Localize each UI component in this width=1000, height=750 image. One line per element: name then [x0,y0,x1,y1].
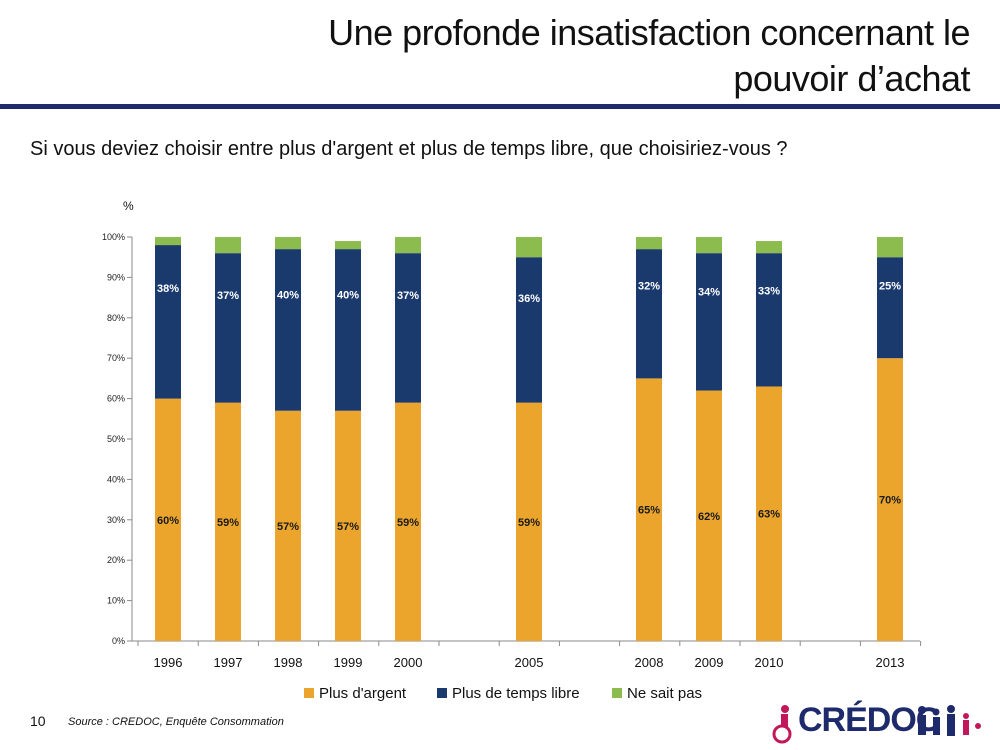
x-tick-label: 2005 [515,655,544,670]
x-tick-label: 1999 [334,655,363,670]
data-label: 32% [638,280,660,292]
y-tick-label: 20% [107,555,125,565]
title-divider [0,104,1000,109]
bar-argent [696,390,722,641]
data-label: 59% [217,517,239,529]
x-tick-label: 2013 [876,655,905,670]
bar-ne-sait-pas [877,237,903,258]
data-label: 65% [638,505,660,517]
source-note: Source : CREDOC, Enquête Consommation [68,716,284,728]
bar-ne-sait-pas [335,241,361,250]
bar-temps-libre [395,253,421,403]
data-label: 60% [157,515,179,527]
survey-question: Si vous deviez choisir entre plus d'arge… [30,138,788,160]
legend-label: Plus d'argent [319,685,407,702]
logo-wordmark: CRÉDOC [798,701,940,739]
bar-temps-libre [636,249,662,379]
bar-ne-sait-pas [395,237,421,254]
x-tick-label: 1996 [154,655,183,670]
legend-swatch [304,688,314,698]
data-label: 57% [277,521,299,533]
bar-argent [335,410,361,641]
data-label: 37% [217,290,239,302]
bar-temps-libre [516,257,542,403]
x-tick-label: 2008 [635,655,664,670]
legend-label: Plus de temps libre [452,685,580,702]
x-tick-label: 2000 [394,655,423,670]
x-tick-label: 1998 [274,655,303,670]
data-label: 37% [397,290,419,302]
bar-temps-libre [696,253,722,391]
bar-argent [877,358,903,641]
data-label: 62% [698,511,720,523]
credoc-logo: CRÉDOC [768,700,988,744]
bar-temps-libre [756,253,782,387]
y-tick-label: 100% [102,232,125,242]
bar-ne-sait-pas [215,237,241,254]
data-label: 70% [879,495,901,507]
bar-ne-sait-pas [756,241,782,254]
y-tick-label: 90% [107,272,125,282]
data-label: 25% [879,280,901,292]
bar-temps-libre [275,249,301,411]
slide-title: Une profonde insatisfaction concernant l… [328,12,970,99]
bar-temps-libre [215,253,241,403]
legend-label: Ne sait pas [627,685,702,702]
bar-ne-sait-pas [636,237,662,250]
data-label: 59% [397,517,419,529]
y-tick-label: 10% [107,596,125,606]
bar-argent [215,402,241,641]
page-number: 10 [30,713,46,729]
data-label: 40% [337,289,359,301]
family-figures-icon [918,705,981,736]
x-tick-label: 1997 [214,655,243,670]
data-label: 38% [157,283,179,295]
bar-argent [275,410,301,641]
bar-temps-libre [155,245,181,399]
data-label: 63% [758,509,780,521]
y-tick-label: 0% [112,636,125,646]
data-label: 36% [518,293,540,305]
y-tick-label: 70% [107,353,125,363]
data-label: 59% [518,517,540,529]
y-tick-label: 40% [107,474,125,484]
bar-argent [155,398,181,641]
x-tick-label: 2009 [695,655,724,670]
bar-ne-sait-pas [155,237,181,246]
bar-temps-libre [877,257,903,359]
bar-ne-sait-pas [516,237,542,258]
data-label: 33% [758,285,780,297]
bar-argent [756,386,782,641]
bar-argent [395,402,421,641]
y-tick-label: 80% [107,313,125,323]
bar-argent [516,402,542,641]
bar-argent [636,378,662,641]
legend-swatch [437,688,447,698]
y-tick-label: 50% [107,434,125,444]
wheelchair-figure-icon [772,705,792,744]
data-label: 57% [337,521,359,533]
y-unit-label: % [123,199,134,213]
bar-temps-libre [335,249,361,411]
legend-swatch [612,688,622,698]
data-label: 40% [277,289,299,301]
y-tick-label: 30% [107,515,125,525]
bar-ne-sait-pas [696,237,722,254]
bar-ne-sait-pas [275,237,301,250]
x-tick-label: 2010 [755,655,784,670]
y-tick-label: 60% [107,394,125,404]
data-label: 34% [698,287,720,299]
